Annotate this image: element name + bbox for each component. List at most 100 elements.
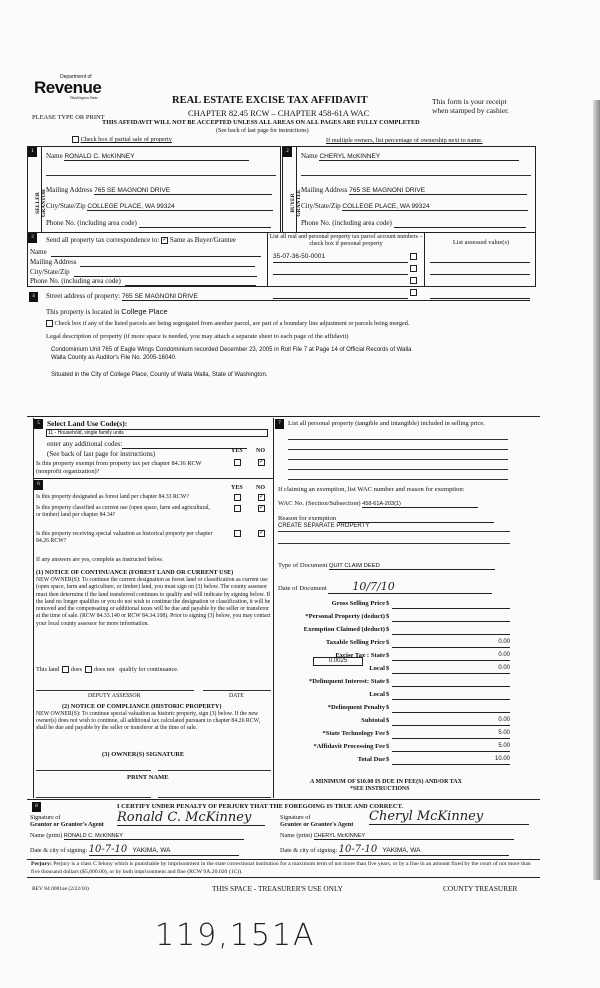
amount-value[interactable]	[392, 600, 510, 609]
amount-value[interactable]: 10.00	[392, 756, 510, 765]
legal-line: Walla County as Auditor's File No. 2005-…	[51, 355, 177, 361]
exempt-no-checkbox[interactable]: ✓	[258, 459, 265, 466]
perjury-text: Perjury is a class C felony which is pun…	[31, 861, 531, 875]
corr-mail[interactable]: Mailing Address	[30, 258, 256, 267]
reason-field[interactable]: Reason for exemption	[278, 515, 494, 523]
parcel-number[interactable]	[273, 264, 408, 275]
grantor-name[interactable]: RONALD C. McKINNEY	[63, 833, 244, 840]
grantee-name-field[interactable]: Name (print) CHERYL McKINNEY	[280, 832, 514, 840]
buyer-name-field[interactable]: Name CHERYL McKINNEY	[301, 152, 520, 161]
additional-codes[interactable]: enter any additional codes:	[47, 440, 248, 449]
historic-yes-checkbox[interactable]	[234, 530, 241, 537]
personal-property-line[interactable]	[288, 449, 508, 450]
amount-value[interactable]: 0.00	[392, 665, 510, 674]
seller-phone-field[interactable]: Phone No. (including area code)	[46, 219, 271, 228]
print-name-line[interactable]	[158, 797, 271, 798]
grantor-signature[interactable]: Ronald C. McKinney	[117, 810, 265, 826]
date-city-label: Date & city of signing:	[280, 847, 338, 854]
seller-city[interactable]: COLLEGE PLACE, WA 99324	[87, 203, 274, 211]
seller-mail-field[interactable]: Mailing Address 765 SE MAGNONI DRIVE	[46, 186, 273, 195]
parcel-row[interactable]: 35-07-36-50-0001	[273, 251, 417, 263]
segregated-checkbox[interactable]	[46, 320, 53, 328]
personal-property-checkbox[interactable]	[409, 264, 417, 272]
current-use-no-checkbox[interactable]: ✓	[258, 505, 265, 512]
signature-line[interactable]	[36, 770, 151, 771]
seller-mail[interactable]: 765 SE MAGNONI DRIVE	[94, 187, 273, 195]
reason-line[interactable]	[278, 543, 510, 544]
buyer-name[interactable]: CHERYL McKINNEY	[319, 153, 520, 161]
corr-city[interactable]: City/State/Zip	[30, 268, 257, 277]
grantor-name-field[interactable]: Name (print) RONALD C. McKINNEY	[30, 832, 244, 840]
grantee-date-field[interactable]: Date & city of signing: 10-7-10 YAKIMA, …	[280, 844, 509, 856]
doc-type-field[interactable]: Type of Document QUIT CLAIM DEED	[278, 562, 495, 570]
forest-yes-checkbox[interactable]	[234, 494, 241, 501]
amount-value[interactable]	[392, 691, 510, 700]
parcel-number[interactable]	[273, 276, 408, 287]
does-checkbox[interactable]	[62, 666, 70, 674]
amount-value[interactable]	[392, 704, 510, 713]
seller-name[interactable]: RONALD C. McKINNEY	[64, 153, 250, 161]
date-line	[203, 690, 271, 691]
amount-value[interactable]	[392, 613, 510, 622]
segregated-option[interactable]: Check box if any of the listed parcels a…	[46, 320, 409, 328]
street-value[interactable]: 765 SE MAGNONI DRIVE	[121, 293, 530, 301]
personal-property-line[interactable]	[288, 439, 508, 440]
reason-value[interactable]: CREATE SEPARATE PROPERTY	[278, 523, 370, 529]
corr-phone[interactable]: Phone No. (including area code)	[30, 277, 256, 286]
seller-name-field[interactable]: Name RONALD C. McKINNEY	[46, 152, 276, 161]
doc-date-field[interactable]: Date of Document 10/7/10	[278, 580, 493, 594]
logo-top: Department of	[60, 74, 92, 80]
personal-property-checkbox[interactable]	[409, 276, 417, 284]
signature-line[interactable]	[158, 770, 271, 771]
local-rate-box[interactable]: 0.0025	[313, 657, 363, 666]
amount-value[interactable]: 0.00	[392, 639, 510, 648]
parcel-row[interactable]	[273, 263, 417, 275]
wac-value[interactable]: 458-61A-203(1)	[362, 501, 479, 508]
amount-label: *Delinquent Interest: State	[308, 678, 385, 685]
exempt-yes-checkbox[interactable]	[234, 459, 241, 466]
parcel-number[interactable]	[273, 288, 408, 299]
parcel-number[interactable]: 35-07-36-50-0001	[273, 252, 408, 263]
doc-date-value[interactable]: 10/7/10	[328, 580, 493, 594]
grantee-signature[interactable]: Cheryl McKinney	[369, 809, 529, 825]
wac-field[interactable]: WAC No. (Section/Subsection) 458-61A-203…	[278, 500, 479, 508]
buyer-city-field[interactable]: City/State/Zip COLLEGE PLACE, WA 99324	[301, 202, 529, 211]
doc-type-value[interactable]: QUIT CLAIM DEED	[329, 563, 495, 570]
amount-label: *Personal Property (deduct)	[305, 613, 385, 620]
land-use-select[interactable]: 11 - Household, single family units	[46, 429, 268, 437]
personal-property-line[interactable]	[288, 479, 508, 480]
reason-line[interactable]	[278, 531, 510, 532]
current-use-yes-checkbox[interactable]	[234, 505, 241, 512]
personal-property-line[interactable]	[288, 469, 508, 470]
section-number: 8	[32, 802, 41, 812]
personal-property-line[interactable]	[288, 459, 508, 460]
partial-sale-checkbox[interactable]	[72, 136, 79, 144]
corr-name[interactable]: Name	[30, 248, 261, 257]
amount-value[interactable]: 5.00	[392, 730, 510, 739]
parcel-row[interactable]	[273, 275, 417, 287]
grantor-date-field[interactable]: Date & city of signing: 10-7-10 YAKIMA, …	[30, 844, 239, 856]
street-field[interactable]: Street address of property: 765 SE MAGNO…	[46, 292, 530, 301]
buyer-mail-field[interactable]: Mailing Address 765 SE MAGNONI DRIVE	[301, 186, 528, 195]
buyer-mail[interactable]: 765 SE MAGNONI DRIVE	[349, 187, 528, 195]
does-not-checkbox[interactable]	[85, 666, 93, 674]
personal-property-checkbox[interactable]	[409, 288, 417, 296]
amount-value[interactable]: 0.00	[392, 652, 510, 661]
currency-symbol: $	[386, 717, 390, 724]
forest-no-checkbox[interactable]: ✓	[258, 494, 265, 501]
amount-value[interactable]: 0.00	[392, 717, 510, 726]
print-name-line[interactable]	[36, 797, 151, 798]
buyer-phone-field[interactable]: Phone No. (including area code)	[301, 219, 526, 228]
grantee-name[interactable]: CHERYL McKINNEY	[313, 833, 514, 840]
same-label: Same as Buyer/Grantee	[169, 236, 236, 244]
partial-sale[interactable]: Check box if partial sale of property	[72, 136, 172, 144]
buyer-city[interactable]: COLLEGE PLACE, WA 99324	[342, 203, 529, 211]
amount-value[interactable]	[392, 626, 510, 635]
historic-no-checkbox[interactable]: ✓	[258, 530, 265, 537]
parcel-row[interactable]	[273, 287, 417, 299]
amount-value[interactable]	[392, 678, 510, 687]
same-as-buyer-checkbox[interactable]: ✓	[161, 236, 169, 244]
seller-city-field[interactable]: City/State/Zip COLLEGE PLACE, WA 99324	[46, 202, 274, 211]
amount-value[interactable]: 5.00	[392, 743, 510, 752]
personal-property-checkbox[interactable]	[409, 252, 417, 260]
